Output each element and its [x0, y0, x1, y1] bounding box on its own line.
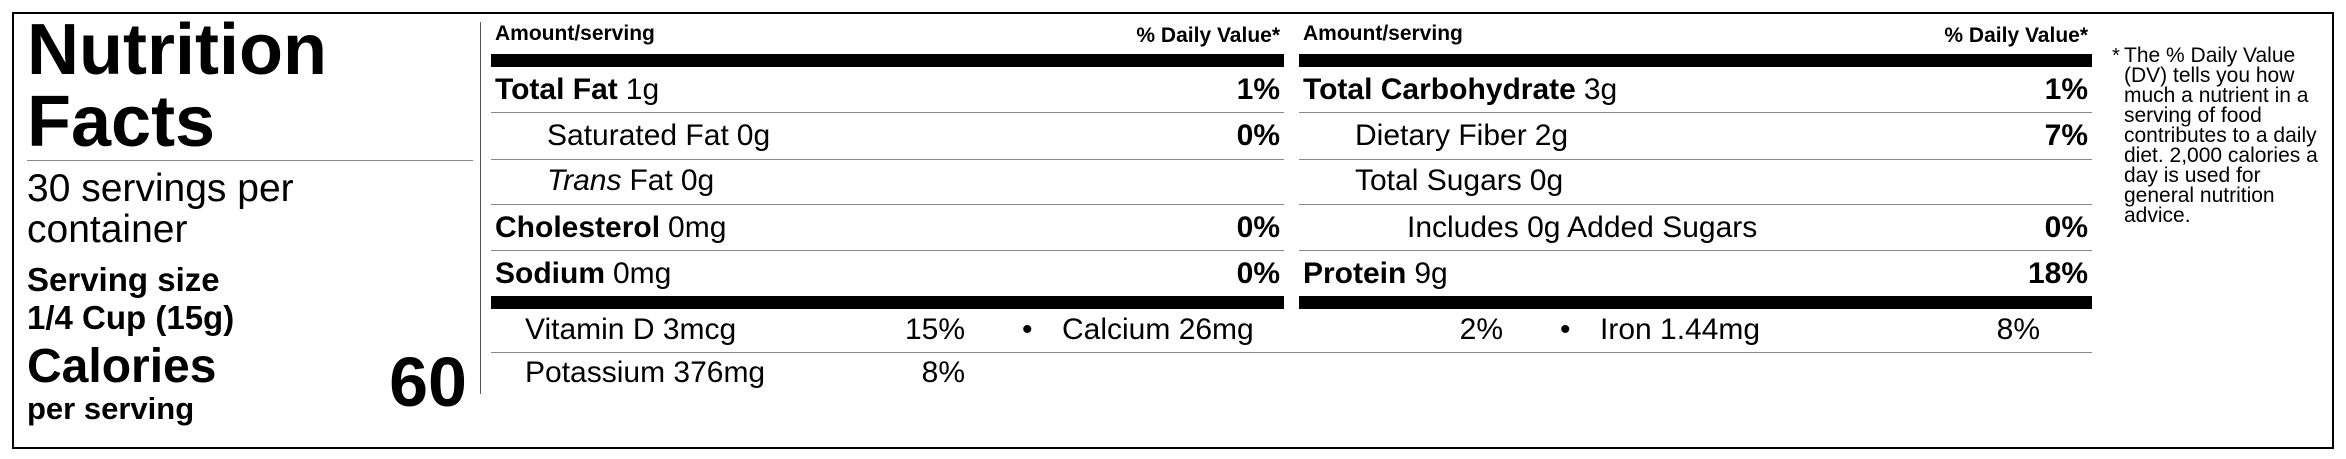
- nutrient-amount: 0g: [1529, 164, 1564, 197]
- bullet: •: [1022, 313, 1033, 346]
- calories-sub: per serving: [27, 391, 195, 426]
- label-border: [12, 12, 2334, 449]
- nutrient-amount: 1g: [625, 73, 660, 106]
- footnote: The % Daily Value (DV) tells you how muc…: [2124, 44, 2318, 227]
- nutrient-name: Total Sugars: [1355, 164, 1522, 197]
- nutrient-row: Protein 9g: [1303, 256, 1448, 292]
- amount-header: Amount/serving: [1303, 22, 1463, 45]
- nutrient-name: Includes 0g Added Sugars: [1407, 211, 1758, 244]
- nutrient-name: Sodium: [495, 257, 605, 290]
- calories-label: Calories: [27, 340, 217, 393]
- nutrient-name: Fat: [629, 164, 673, 197]
- nutrient-row: Total Sugars 0g: [1355, 163, 1563, 199]
- nutrient-name: Cholesterol: [495, 211, 661, 244]
- thick-rule: [1299, 296, 2092, 309]
- row-rule: [491, 112, 1284, 113]
- nutrient-prefix: Trans: [547, 164, 622, 197]
- nutrient-dv: 0%: [1236, 257, 1280, 290]
- nutrient-amount: 3g: [1583, 73, 1618, 106]
- nutrient-amount: 2g: [1534, 119, 1569, 152]
- nutrient-row: Total Carbohydrate 3g: [1303, 72, 1617, 108]
- serving-size: 1/4 Cup (15g): [27, 299, 235, 336]
- nutrient-row: Saturated Fat 0g: [547, 118, 770, 154]
- row-rule: [1299, 204, 2092, 205]
- nutrient-amount: 0mg: [668, 211, 727, 244]
- calories-value: 60: [389, 343, 467, 421]
- row-rule: [491, 204, 1284, 205]
- nutrient-row: Sodium 0mg: [495, 256, 671, 292]
- servings: 30 servings per container: [27, 167, 294, 251]
- nutrient-row: Trans Fat 0g: [547, 163, 714, 199]
- nutrient-row: Cholesterol 0mg: [495, 210, 726, 246]
- row-rule: [1299, 250, 2092, 251]
- nutrient-dv: 18%: [2027, 257, 2088, 290]
- divider: [480, 22, 481, 394]
- rule: [27, 160, 473, 161]
- nutrient-name: Saturated Fat: [547, 119, 729, 152]
- vitamin-name: Vitamin D 3mcg: [525, 313, 737, 346]
- footnote-mark: *: [2112, 45, 2120, 67]
- nutrient-amount: 0g: [736, 119, 771, 152]
- nutrient-dv: 1%: [2044, 73, 2088, 106]
- vitamin-dv: 8%: [921, 356, 965, 389]
- dv-header: % Daily Value*: [1944, 24, 2088, 47]
- title: Nutrition Facts: [27, 10, 327, 162]
- nutrient-row: Includes 0g Added Sugars: [1407, 210, 1757, 246]
- nutrient-dv: 0%: [1236, 119, 1280, 152]
- nutrient-amount: 0mg: [613, 257, 672, 290]
- nutrient-amount: 0g: [680, 164, 715, 197]
- nutrient-row: Total Fat 1g: [495, 72, 659, 108]
- row-rule: [1299, 159, 2092, 160]
- nutrient-dv: 0%: [2044, 211, 2088, 244]
- thick-rule: [491, 54, 1284, 67]
- nutrient-name: Dietary Fiber: [1355, 119, 1527, 152]
- nutrient-amount: 9g: [1414, 257, 1448, 290]
- vitamin-name: Calcium 26mg: [1062, 313, 1254, 346]
- vitamin-dv: 8%: [1996, 313, 2040, 346]
- dv-header: % Daily Value*: [1136, 24, 1280, 47]
- vitamin-dv: 15%: [904, 313, 965, 346]
- nutrient-name: Total Fat: [495, 73, 618, 106]
- row-rule: [1299, 112, 2092, 113]
- vitamin-dv: 2%: [1459, 313, 1503, 346]
- nutrient-row: Dietary Fiber 2g: [1355, 118, 1568, 154]
- vitamin-name: Potassium 376mg: [525, 356, 766, 389]
- serving-size-label: Serving size: [27, 261, 220, 298]
- bullet: •: [1560, 313, 1571, 346]
- nutrient-dv: 0%: [1236, 211, 1280, 244]
- nutrient-name: Total Carbohydrate: [1303, 73, 1576, 106]
- nutrient-dv: 1%: [1236, 73, 1280, 106]
- amount-header: Amount/serving: [495, 22, 655, 45]
- row-rule: [491, 159, 1284, 160]
- row-rule: [491, 352, 2092, 353]
- row-rule: [491, 250, 1284, 251]
- nutrient-dv: 7%: [2044, 119, 2088, 152]
- thick-rule: [1299, 54, 2092, 67]
- vitamin-name: Iron 1.44mg: [1600, 313, 1761, 346]
- thick-rule: [491, 296, 1284, 309]
- nutrient-name: Protein: [1303, 257, 1407, 290]
